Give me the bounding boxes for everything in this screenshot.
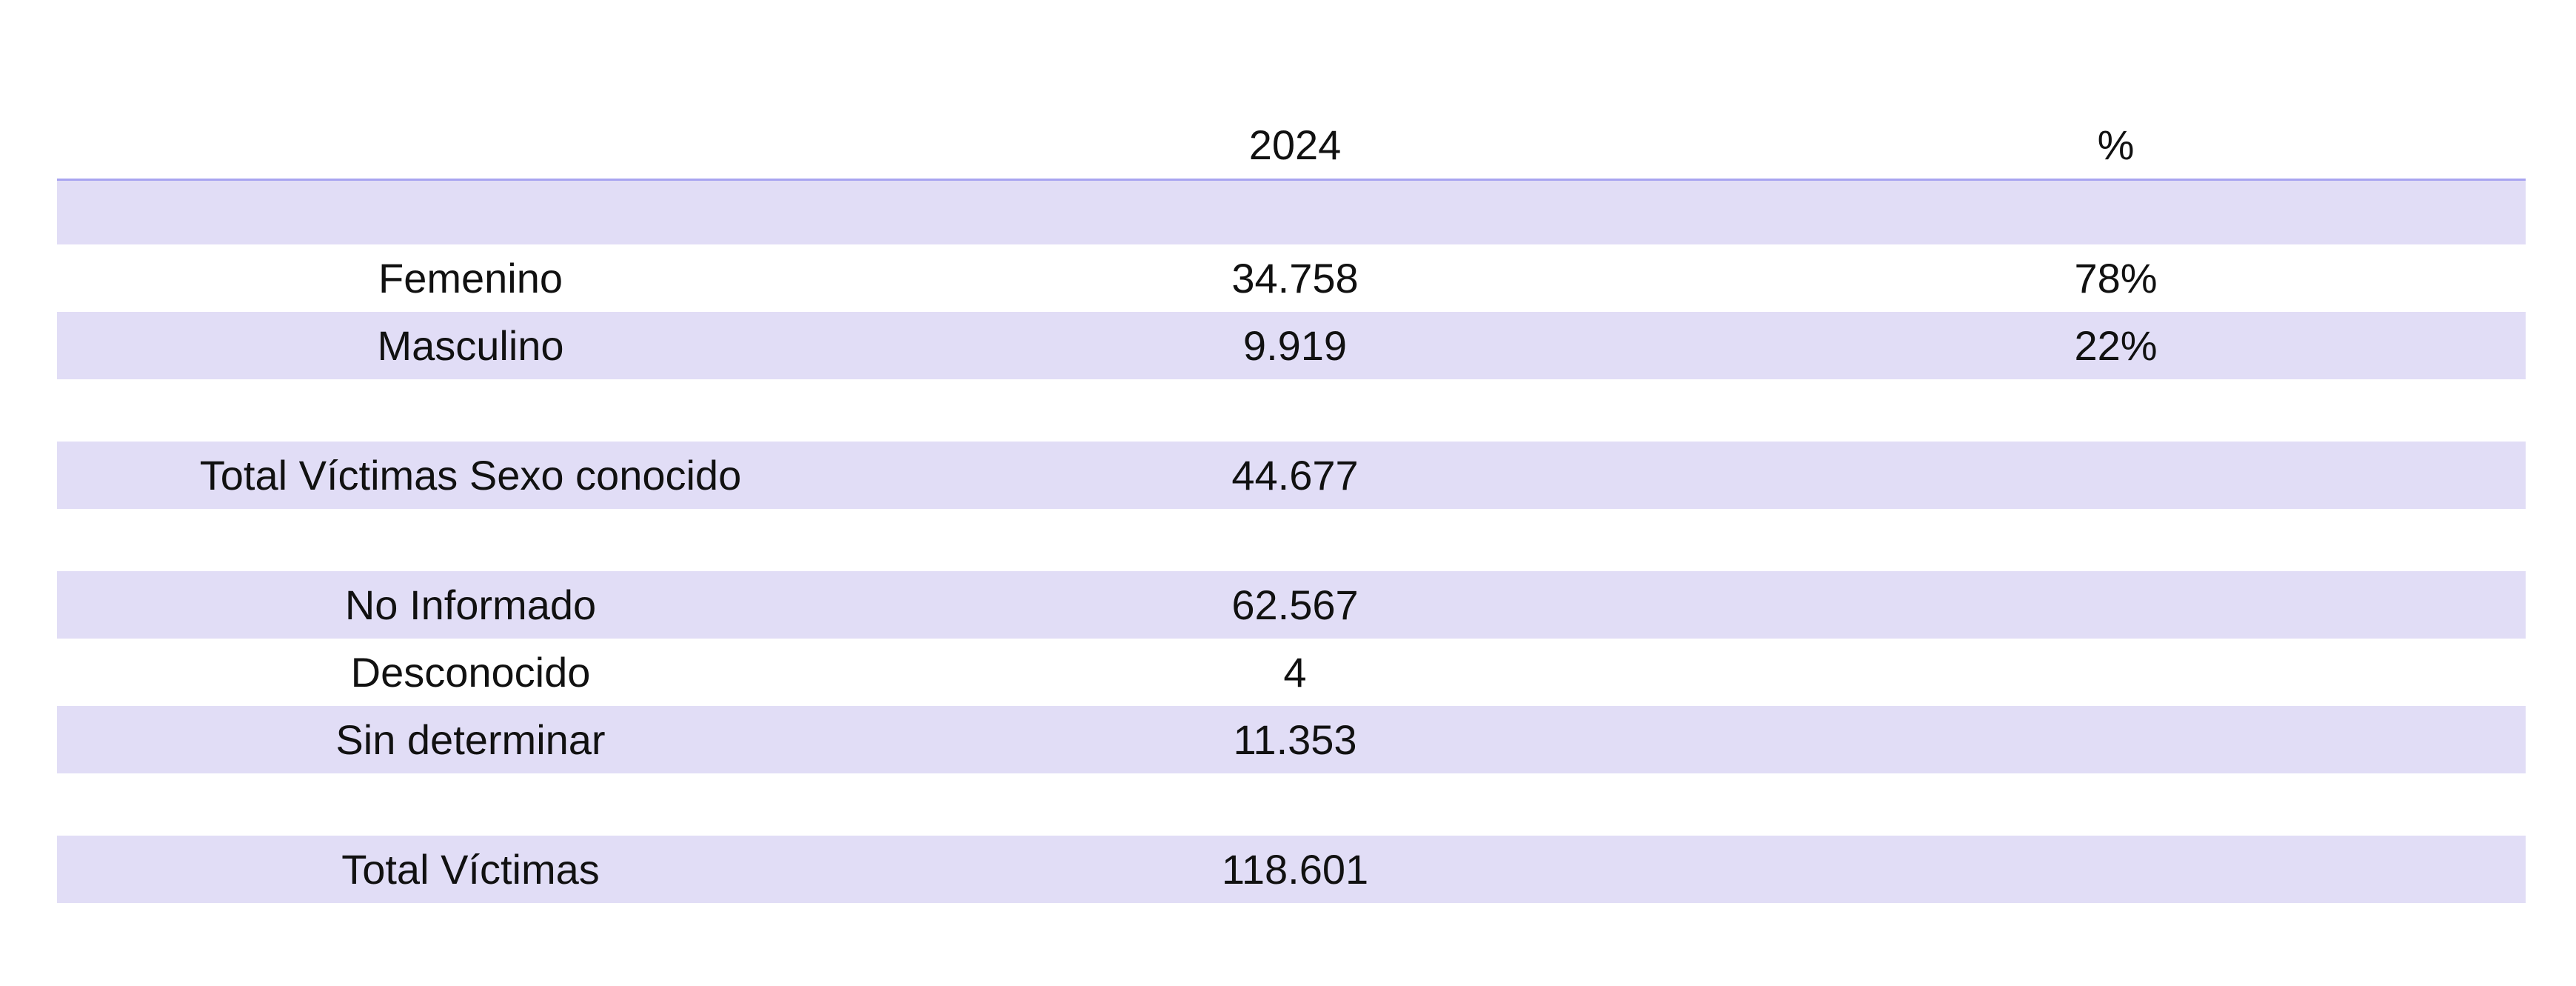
row-value: 11.353: [1233, 716, 1357, 763]
row-label: Total Víctimas: [341, 845, 600, 893]
table-header-row: 2024 %: [57, 111, 2526, 181]
row-value: 34.758: [1231, 254, 1359, 302]
row-label: Masculino: [377, 322, 564, 369]
table-row-spacer: [57, 181, 2526, 244]
table-row-total-sexo-conocido: Total Víctimas Sexo conocido 44.677: [57, 442, 2526, 509]
table-row-sin-determinar: Sin determinar 11.353: [57, 706, 2526, 773]
header-year-cell: 2024: [1248, 121, 1342, 168]
table-row-spacer: [57, 773, 2526, 836]
row-percent: 78%: [2074, 254, 2158, 302]
row-value: 62.567: [1231, 581, 1359, 628]
table-row-desconocido: Desconocido 4: [57, 639, 2526, 706]
table-row-spacer: [57, 509, 2526, 571]
row-label: Sin determinar: [335, 716, 606, 763]
row-value: 118.601: [1221, 845, 1369, 893]
victims-by-sex-table: 2024 % Femenino 34.758 78% Masculino 9.9…: [57, 111, 2526, 903]
header-percent-cell: %: [2097, 121, 2135, 168]
row-label: Desconocido: [350, 648, 591, 696]
table-row-no-informado: No Informado 62.567: [57, 571, 2526, 639]
row-label: Femenino: [378, 254, 563, 302]
row-value: 4: [1283, 648, 1307, 696]
row-label: No Informado: [344, 581, 597, 628]
row-value: 44.677: [1231, 451, 1359, 499]
row-percent: 22%: [2074, 322, 2158, 369]
table-row-femenino: Femenino 34.758 78%: [57, 244, 2526, 312]
row-label: Total Víctimas Sexo conocido: [199, 451, 742, 499]
row-value: 9.919: [1242, 322, 1348, 369]
table-row-total-victimas: Total Víctimas 118.601: [57, 836, 2526, 903]
table-row-masculino: Masculino 9.919 22%: [57, 312, 2526, 379]
table-row-spacer: [57, 379, 2526, 442]
